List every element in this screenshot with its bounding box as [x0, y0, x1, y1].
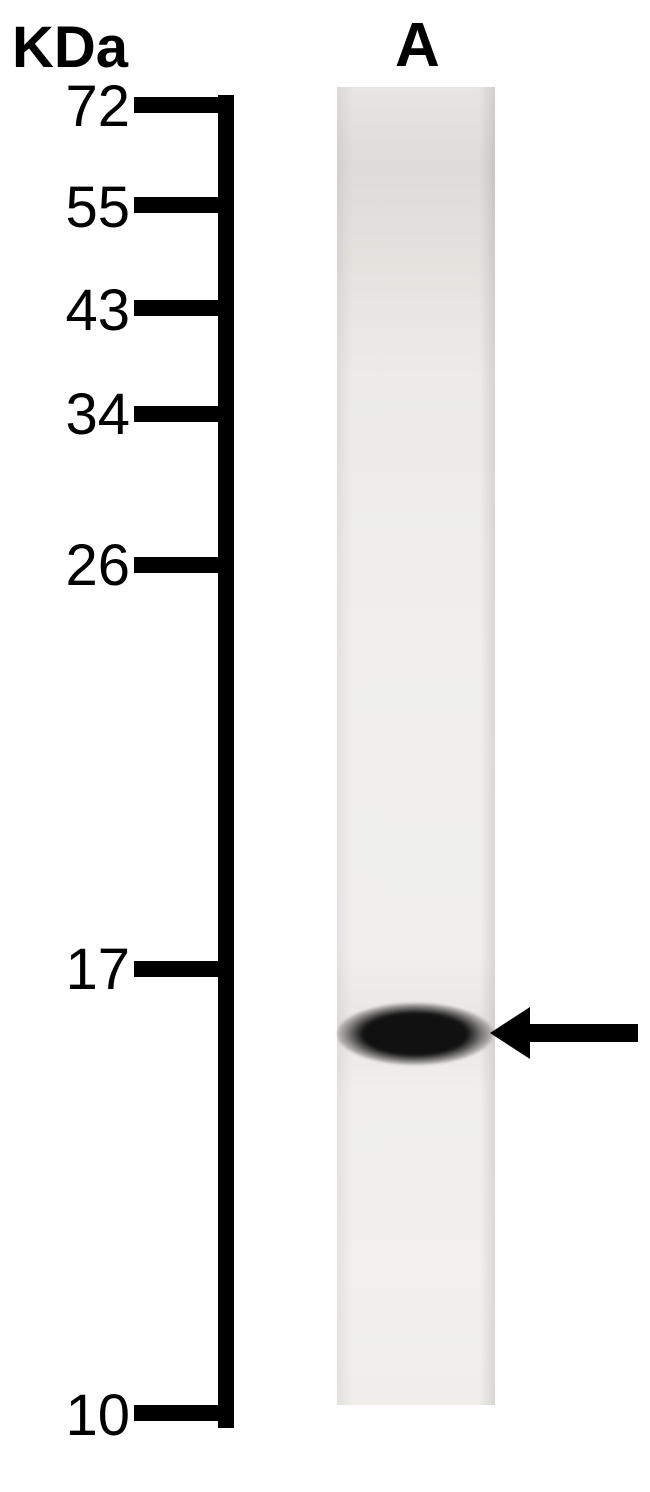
- mw-label: 10: [0, 1382, 130, 1449]
- western-blot-figure: KDa A 72 55 43 34 26 17 10: [0, 0, 650, 1492]
- axis-unit-label: KDa: [12, 14, 128, 81]
- ladder-tick: [134, 197, 234, 213]
- ladder-tick: [134, 97, 234, 113]
- arrow-head-icon: [490, 1007, 530, 1059]
- ladder-tick: [134, 1405, 234, 1421]
- lane-label: A: [395, 10, 440, 81]
- lane: [337, 87, 495, 1405]
- band: [337, 1003, 493, 1065]
- ladder-tick: [134, 300, 234, 316]
- ladder-tick: [134, 406, 234, 422]
- mw-label: 26: [0, 532, 130, 599]
- ladder-tick: [134, 557, 234, 573]
- lane-edge-shadow: [337, 87, 495, 1405]
- mw-label: 55: [0, 174, 130, 241]
- mw-label: 43: [0, 277, 130, 344]
- mw-label: 72: [0, 73, 130, 140]
- mw-label: 17: [0, 936, 130, 1003]
- arrow-shaft: [530, 1024, 638, 1042]
- ladder-tick: [134, 961, 234, 977]
- mw-label: 34: [0, 381, 130, 448]
- ladder-vertical-line: [218, 95, 234, 1428]
